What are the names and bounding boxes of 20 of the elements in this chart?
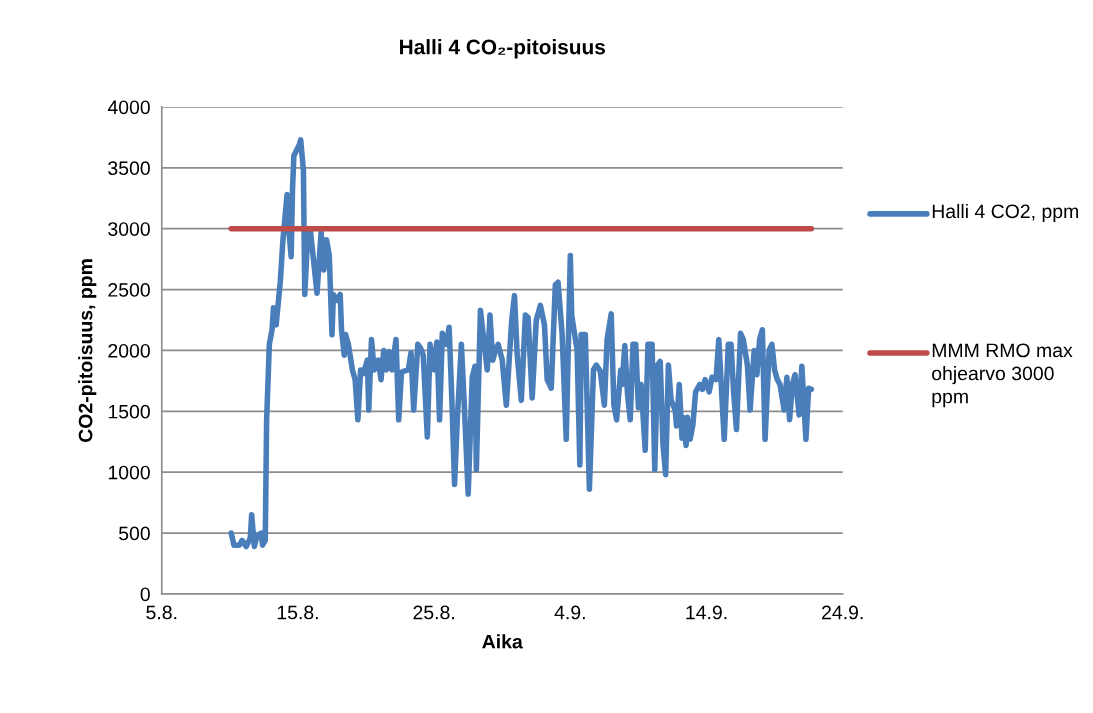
y-axis-title: CO2-pitoisuus, ppm xyxy=(78,259,97,442)
y-tick-label: 3000 xyxy=(108,222,150,236)
legend-label: MMM RMO max ohjearvo 3000 ppm xyxy=(932,343,1073,408)
y-tick-label: 500 xyxy=(118,526,150,541)
y-tick-label: 2000 xyxy=(108,343,150,358)
y-tick-label: 2500 xyxy=(108,283,150,297)
x-tick-label: 14.9. xyxy=(686,605,727,620)
x-axis-title: Aika xyxy=(482,634,523,649)
x-tick-label: 25.8. xyxy=(413,605,454,620)
legend-label: Halli 4 CO2, ppm xyxy=(932,203,1078,223)
y-tick-label: 1000 xyxy=(108,465,150,480)
y-tick-label: 0 xyxy=(140,587,150,602)
chart-title: Halli 4 CO₂-pitoisuus xyxy=(400,39,605,59)
y-tick-label: 4000 xyxy=(107,100,150,115)
x-tick-label: 5.8. xyxy=(146,605,177,620)
x-tick-label: 4.9. xyxy=(554,605,585,620)
x-tick-label: 15.8. xyxy=(277,605,318,620)
x-tick-label: 24.9. xyxy=(822,605,863,620)
y-tick-label: 1500 xyxy=(108,404,150,419)
y-tick-label: 3500 xyxy=(108,161,150,176)
